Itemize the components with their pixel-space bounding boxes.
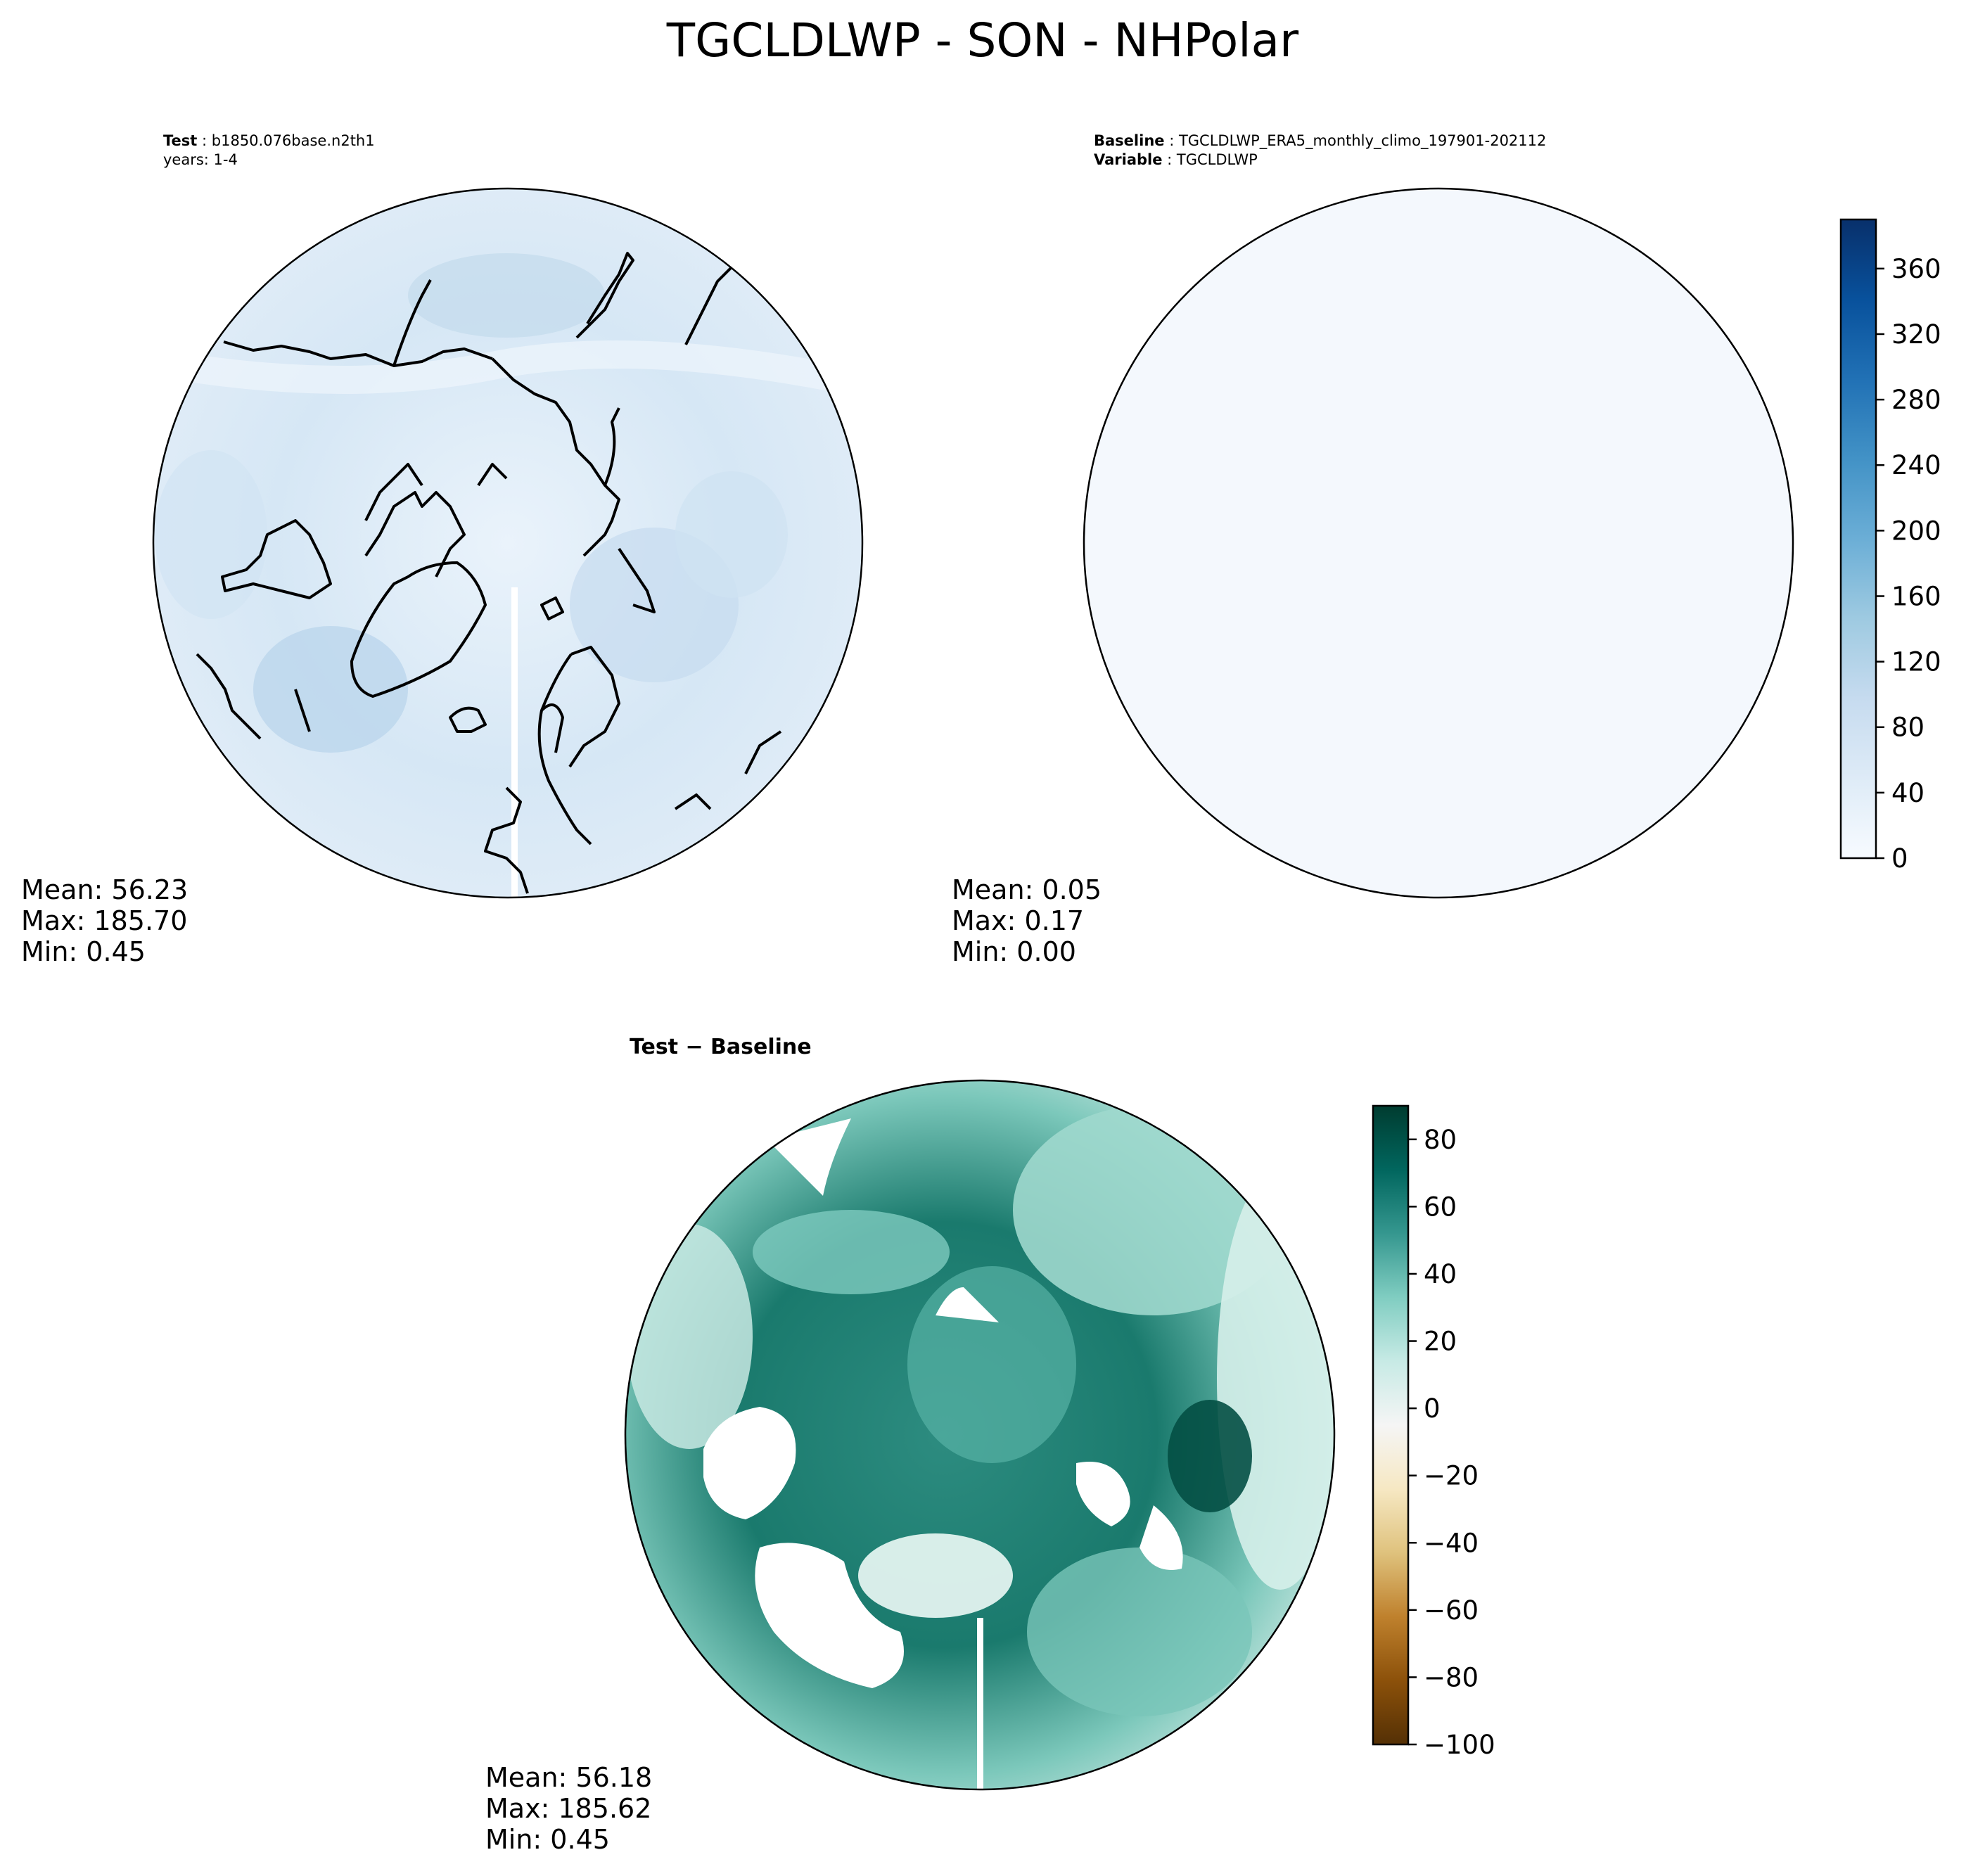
diff-map-field [625, 1080, 1334, 1789]
panel-test: Test : b1850.076base.n2th1 years: 1-4 [21, 132, 864, 967]
diff-stat-mean: Mean: 56.18 [485, 1762, 652, 1793]
diff-stat-min: Min: 0.45 [485, 1824, 610, 1855]
cbar-blues-tick-label: 240 [1891, 450, 1941, 480]
colorbar-brbg-ticks: −100 −80 −60 −40 −20 0 20 40 60 80 [1408, 1125, 1495, 1760]
test-coastlines [196, 252, 782, 894]
cbar-brbg-tick-label: −40 [1424, 1528, 1479, 1558]
cbar-brbg-tick-label: 20 [1424, 1327, 1457, 1357]
cbar-blues-tick-label: 80 [1891, 713, 1924, 743]
diff-header: Test − Baseline [630, 1035, 812, 1059]
cbar-brbg-tick-label: −100 [1424, 1730, 1495, 1760]
baseline-stat-min: Min: 0.00 [952, 936, 1076, 967]
cbar-brbg-tick-label: −20 [1424, 1461, 1479, 1491]
cbar-brbg-tick-label: 40 [1424, 1259, 1457, 1289]
colorbar-brbg: −100 −80 −60 −40 −20 0 20 40 60 80 [1372, 1104, 1495, 1760]
panel-baseline: Baseline : TGCLDLWP_ERA5_monthly_climo_1… [952, 132, 1794, 967]
cbar-blues-tick-label: 320 [1891, 319, 1941, 350]
cbar-blues-tick-label: 280 [1891, 385, 1941, 415]
cbar-blues-tick-label: 160 [1891, 581, 1941, 611]
test-map-field [153, 189, 862, 898]
figure-title: TGCLDLWP - SON - NHPolar [666, 13, 1299, 68]
test-stat-max: Max: 185.70 [21, 905, 187, 936]
test-stat-mean: Mean: 56.23 [21, 874, 188, 905]
cbar-brbg-tick-label: −80 [1424, 1662, 1479, 1692]
test-map-boundary [152, 187, 864, 899]
panel-diff: Test − Baseline [485, 1035, 1336, 1855]
cbar-brbg-tick-label: −60 [1424, 1595, 1479, 1626]
cbar-brbg-tick-label: 60 [1424, 1192, 1457, 1222]
colorbar-brbg-bar [1372, 1104, 1410, 1746]
test-header-line-2: years: 1-4 [163, 151, 238, 168]
baseline-header-line-1: Baseline : TGCLDLWP_ERA5_monthly_climo_1… [1094, 132, 1546, 150]
cbar-blues-tick-label: 360 [1891, 254, 1941, 284]
baseline-map-field [1084, 189, 1793, 898]
diff-stat-max: Max: 185.62 [485, 1793, 651, 1824]
test-stat-min: Min: 0.45 [21, 936, 146, 967]
cbar-brbg-tick-label: 80 [1424, 1125, 1457, 1155]
test-header-line-1: Test : b1850.076base.n2th1 [163, 132, 375, 149]
cbar-blues-tick-label: 40 [1891, 778, 1924, 808]
diff-map-boundary [624, 1079, 1336, 1791]
colorbar-blues-bar [1839, 218, 1877, 860]
cbar-blues-tick-label: 200 [1891, 516, 1941, 546]
cbar-blues-tick-label: 120 [1891, 647, 1941, 677]
baseline-map-boundary [1083, 187, 1794, 899]
cbar-blues-tick-label: 0 [1891, 843, 1908, 874]
colorbar-blues: 0 40 80 120 160 200 240 280 320 360 [1839, 218, 1941, 874]
cbar-brbg-tick-label: 0 [1424, 1393, 1441, 1424]
colorbar-blues-ticks: 0 40 80 120 160 200 240 280 320 360 [1876, 254, 1941, 874]
baseline-header-line-2: Variable : TGCLDLWP [1094, 151, 1258, 168]
baseline-stat-max: Max: 0.17 [952, 905, 1084, 936]
baseline-stat-mean: Mean: 0.05 [952, 874, 1102, 905]
